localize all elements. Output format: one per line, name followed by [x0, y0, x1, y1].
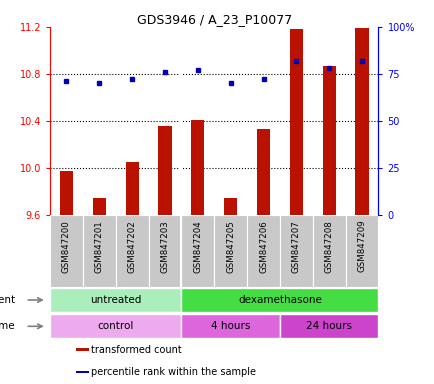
Text: GSM847201: GSM847201 — [95, 220, 104, 273]
Bar — [125, 162, 138, 215]
Bar — [224, 199, 237, 215]
Bar — [191, 120, 204, 215]
Text: GSM847207: GSM847207 — [291, 220, 300, 273]
Bar — [256, 129, 270, 215]
Bar — [76, 371, 89, 374]
Bar — [50, 314, 181, 338]
Text: control: control — [97, 321, 134, 331]
Bar — [115, 215, 148, 287]
Text: GSM847204: GSM847204 — [193, 220, 202, 273]
Text: 24 hours: 24 hours — [306, 321, 352, 331]
Bar — [148, 215, 181, 287]
Text: untreated: untreated — [90, 295, 141, 305]
Text: transformed count: transformed count — [91, 344, 181, 354]
Bar — [247, 215, 279, 287]
Bar — [279, 215, 312, 287]
Bar — [60, 171, 73, 215]
Bar — [181, 314, 279, 338]
Bar — [312, 215, 345, 287]
Text: time: time — [0, 321, 16, 331]
Text: 4 hours: 4 hours — [210, 321, 250, 331]
Bar — [355, 28, 368, 215]
Bar — [279, 314, 378, 338]
Text: GSM847205: GSM847205 — [226, 220, 235, 273]
Text: GSM847203: GSM847203 — [160, 220, 169, 273]
Text: agent: agent — [0, 295, 16, 305]
Text: GSM847209: GSM847209 — [357, 220, 366, 273]
Text: GSM847202: GSM847202 — [127, 220, 136, 273]
Bar — [50, 215, 82, 287]
Bar — [158, 126, 171, 215]
Bar — [181, 215, 214, 287]
Text: dexamethasone: dexamethasone — [237, 295, 321, 305]
Bar — [322, 66, 335, 215]
Text: GSM847208: GSM847208 — [324, 220, 333, 273]
Bar — [214, 215, 247, 287]
Bar — [76, 348, 89, 351]
Title: GDS3946 / A_23_P10077: GDS3946 / A_23_P10077 — [136, 13, 291, 26]
Bar — [50, 288, 181, 312]
Bar — [289, 29, 302, 215]
Text: percentile rank within the sample: percentile rank within the sample — [91, 367, 256, 377]
Bar — [92, 199, 105, 215]
Bar — [345, 215, 378, 287]
Bar — [181, 288, 378, 312]
Bar — [82, 215, 115, 287]
Text: GSM847200: GSM847200 — [62, 220, 71, 273]
Text: GSM847206: GSM847206 — [258, 220, 267, 273]
